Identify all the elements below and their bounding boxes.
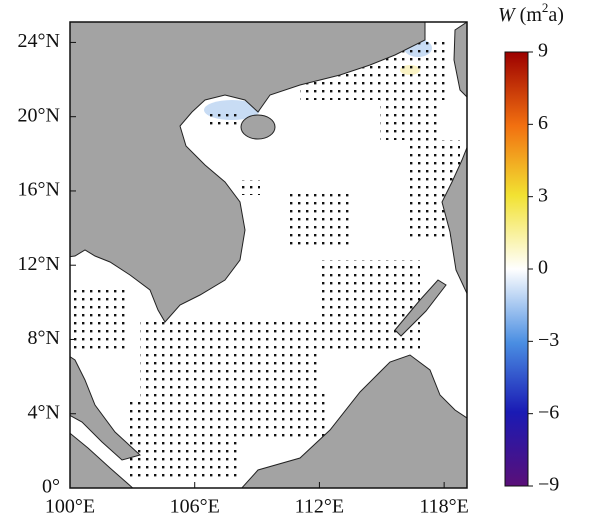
y-tick-label: 16°N bbox=[18, 179, 60, 201]
y-tick-label: 24°N bbox=[18, 30, 60, 52]
significance-stipple bbox=[70, 40, 460, 480]
colorbar-tick-label: −3 bbox=[538, 329, 559, 351]
colorbar-tick-label: −6 bbox=[538, 401, 559, 423]
map-frame bbox=[69, 21, 468, 489]
y-tick-label: 8°N bbox=[28, 327, 60, 349]
colorbar-tick-label: 0 bbox=[538, 257, 548, 279]
land-philippines bbox=[441, 146, 467, 295]
colorbar-unit: a) bbox=[548, 4, 564, 26]
colorbar-unit-superscript: 2 bbox=[542, 0, 549, 15]
x-tick-label: 112°E bbox=[295, 496, 344, 518]
land-palawan bbox=[394, 279, 447, 337]
land-borneo bbox=[241, 354, 467, 488]
y-tick-label: 12°N bbox=[18, 253, 60, 275]
colorbar-label: W (m2a) bbox=[498, 0, 564, 26]
colorbar-tick-label: 9 bbox=[538, 40, 548, 62]
map-area bbox=[70, 22, 467, 488]
land-sumatra bbox=[70, 432, 134, 488]
land-taiwan bbox=[453, 22, 467, 98]
colorbar-symbol: W bbox=[498, 4, 517, 26]
colorbar bbox=[504, 51, 529, 487]
colorbar-unit: (m bbox=[515, 4, 543, 26]
y-tick-label: 20°N bbox=[18, 104, 60, 126]
x-tick-label: 106°E bbox=[170, 496, 220, 518]
colorbar-tick-label: −9 bbox=[538, 474, 559, 496]
y-tick-label: 4°N bbox=[28, 401, 60, 423]
colorbar-tick-label: 3 bbox=[538, 184, 548, 206]
map-axes: 100°E 106°E 112°E 118°E 0° 4°N 8°N 12°N 16°N 20°N… bbox=[18, 30, 469, 518]
y-tick-label: 0° bbox=[42, 476, 60, 498]
x-tick-label: 118°E bbox=[419, 496, 468, 518]
land-malay bbox=[70, 356, 142, 461]
land-mainland bbox=[70, 22, 426, 323]
land-hainan bbox=[240, 114, 276, 140]
x-tick-label: 100°E bbox=[45, 496, 95, 518]
colorbar-ticks: 9 6 3 0 −3 −6 −9 bbox=[528, 40, 559, 496]
colorbar-tick-label: 6 bbox=[538, 112, 548, 134]
